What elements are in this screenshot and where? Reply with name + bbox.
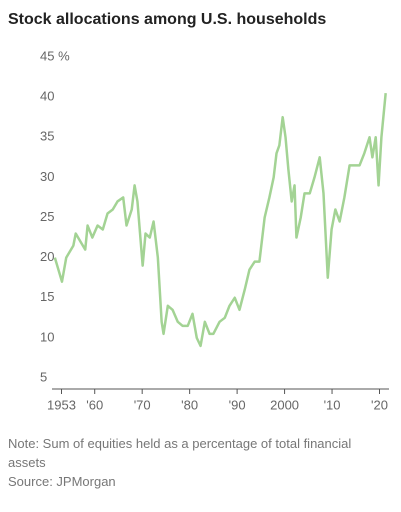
y-tick-label: 35 xyxy=(40,129,54,144)
y-tick-label: 25 xyxy=(40,209,54,224)
footnote: Note: Sum of equities held as a percenta… xyxy=(8,434,388,491)
x-tick-label: '90 xyxy=(229,397,246,412)
y-tick-label: 40 xyxy=(40,89,54,104)
y-tick-label: 45 % xyxy=(40,48,70,63)
x-tick-label: '80 xyxy=(181,397,198,412)
x-tick-label: 1953 xyxy=(47,397,76,412)
x-tick-label: '10 xyxy=(324,397,341,412)
y-tick-label: 30 xyxy=(40,169,54,184)
chart-title: Stock allocations among U.S. households xyxy=(8,11,326,28)
y-tick-label: 15 xyxy=(40,289,54,304)
source: Source: JPMorgan xyxy=(8,474,116,489)
y-tick-label: 5 xyxy=(40,369,47,384)
note: Note: Sum of equities held as a percenta… xyxy=(8,436,352,470)
y-tick-label: 20 xyxy=(40,249,54,264)
y-tick-label: 10 xyxy=(40,329,54,344)
x-tick-label: '70 xyxy=(134,397,151,412)
footnote-text: Note: Sum of equities held as a percenta… xyxy=(8,434,388,491)
x-tick-label: '20 xyxy=(371,397,388,412)
x-tick-label: '60 xyxy=(86,397,103,412)
data-line xyxy=(53,92,387,348)
x-tick-label: 2000 xyxy=(270,397,299,412)
